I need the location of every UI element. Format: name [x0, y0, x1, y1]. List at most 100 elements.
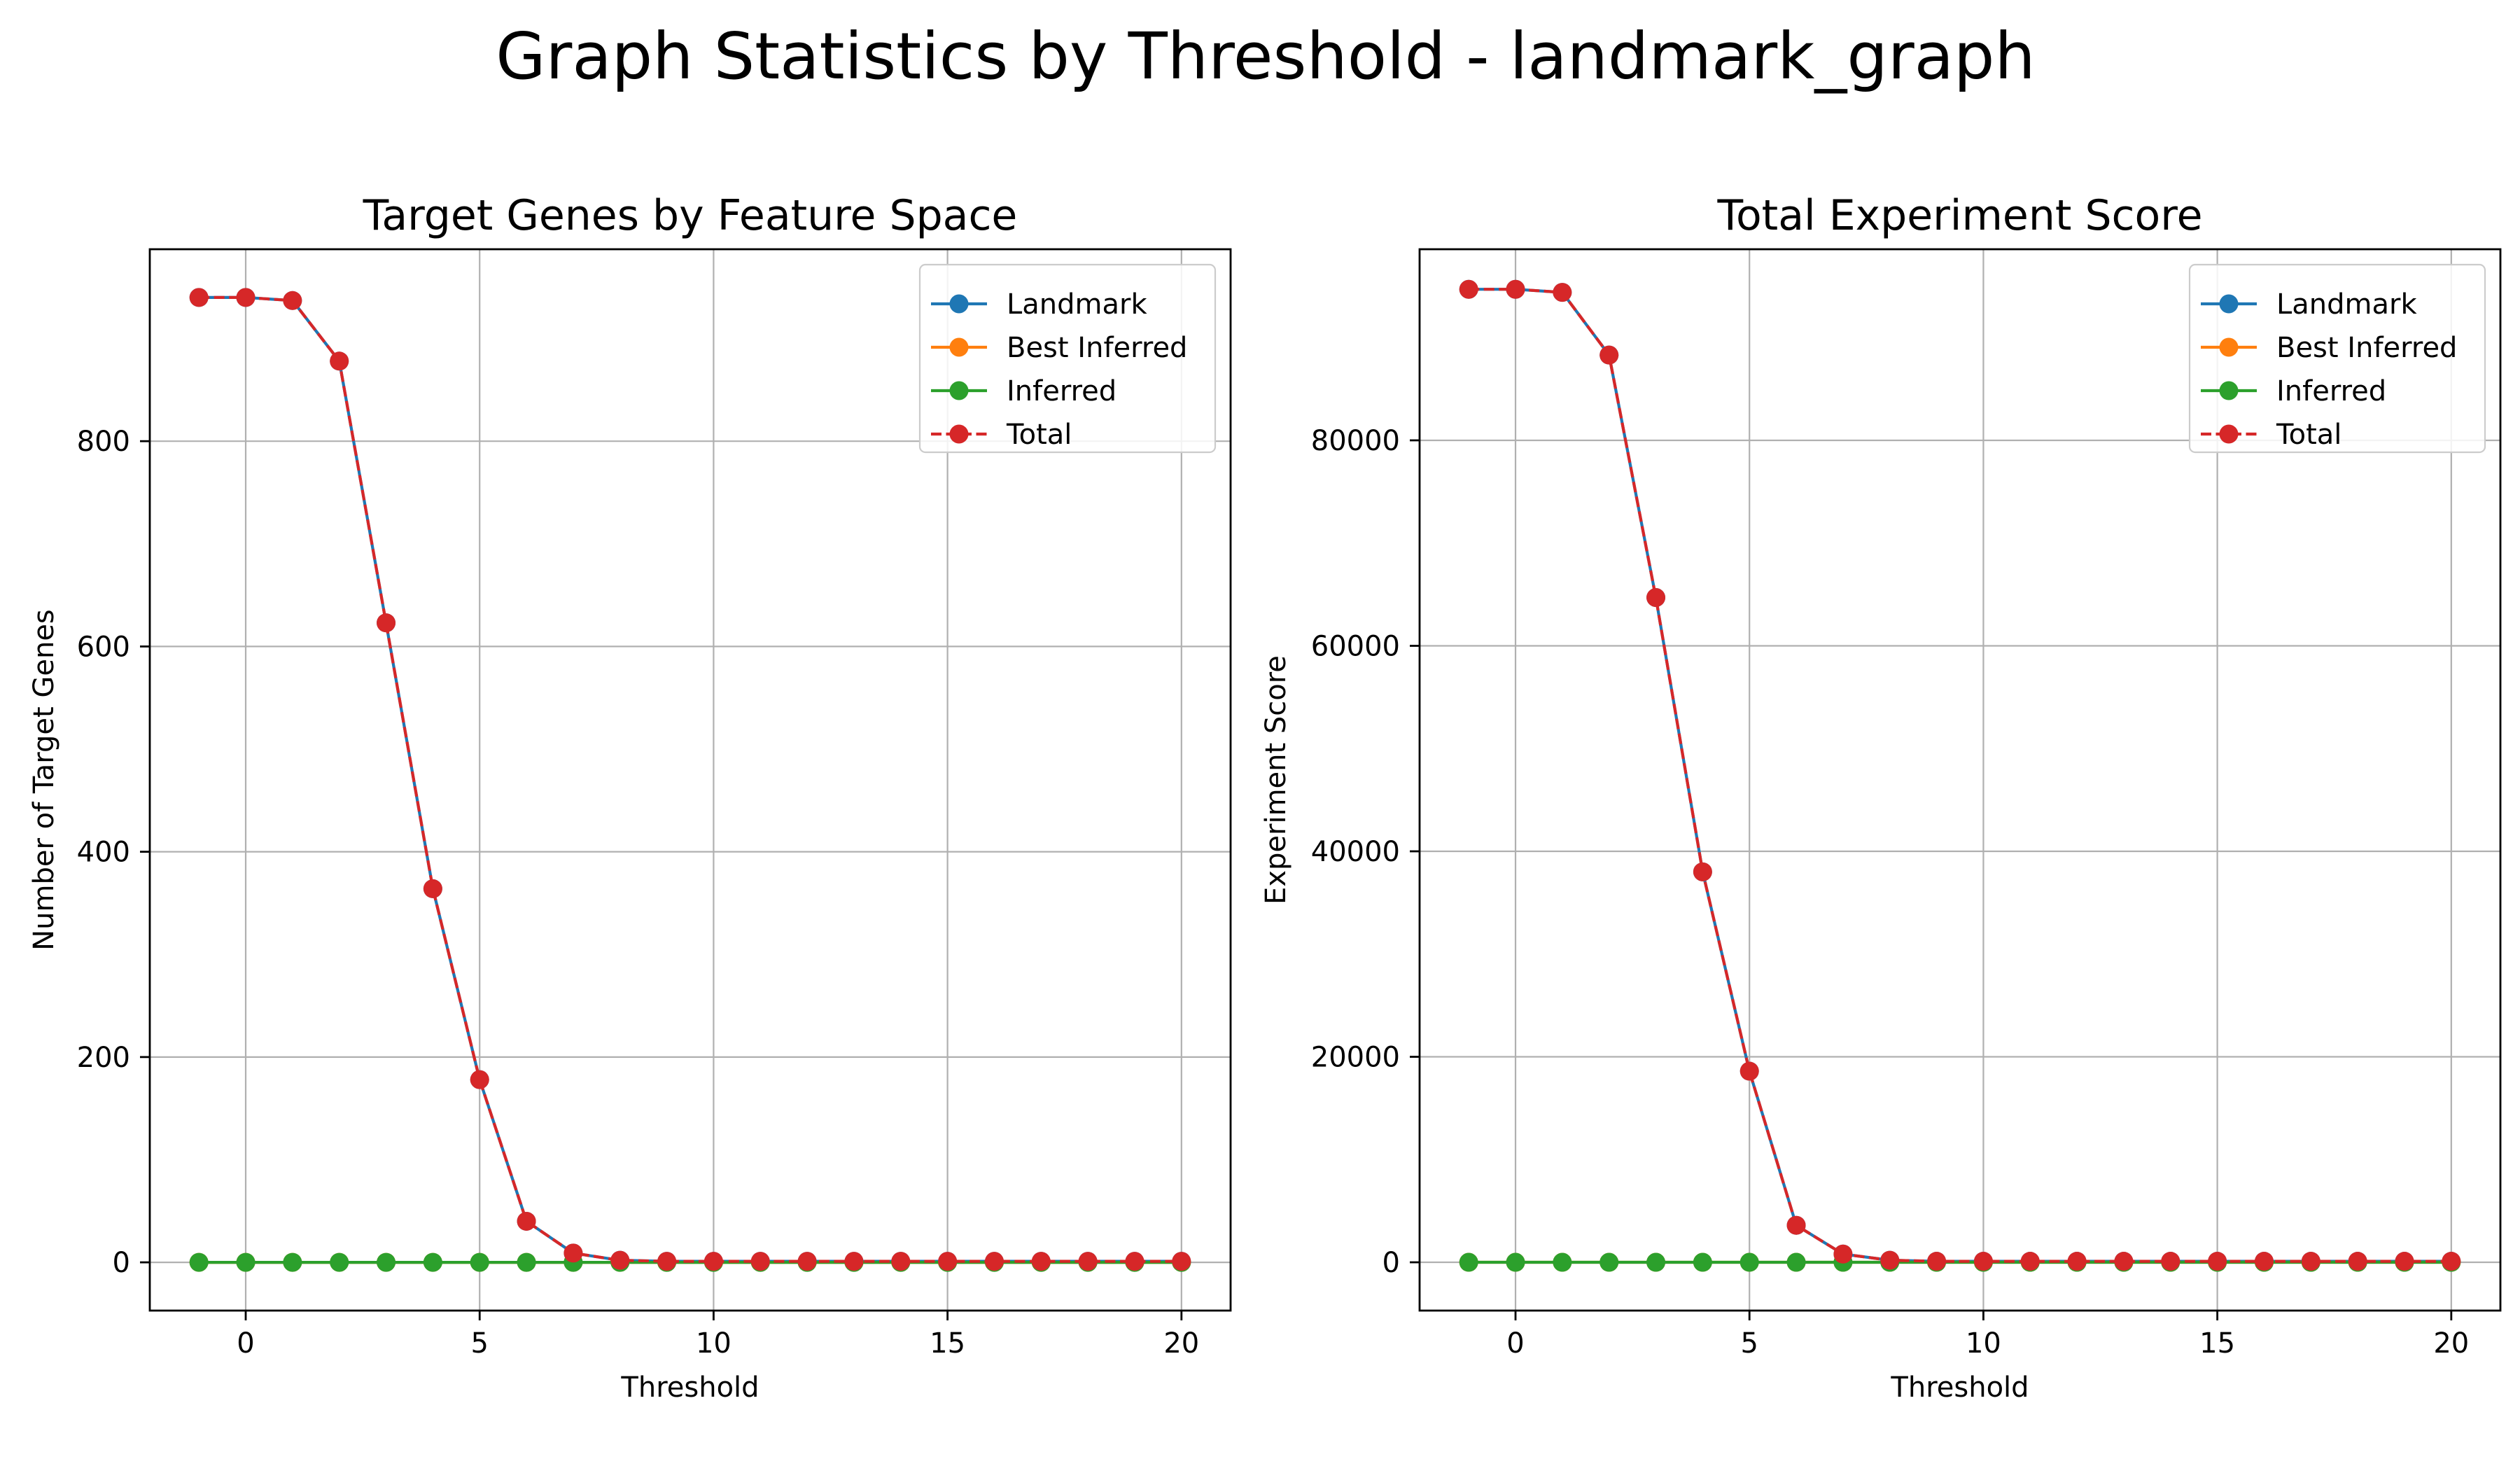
y-tick-label: 400: [77, 837, 130, 869]
data-point: [2161, 1252, 2180, 1271]
data-point: [657, 1252, 677, 1271]
data-point: [1740, 1252, 1759, 1272]
legend-entry: Total: [1006, 419, 1072, 451]
data-point: [1506, 279, 1525, 299]
data-point: [704, 1252, 723, 1271]
data-point: [1786, 1252, 1806, 1272]
data-point: [189, 1252, 209, 1272]
data-point: [2254, 1252, 2274, 1271]
data-point: [2020, 1252, 2040, 1271]
data-point: [1125, 1252, 1144, 1271]
data-point: [2395, 1252, 2414, 1271]
data-point: [1740, 1061, 1759, 1081]
legend-entry: Best Inferred: [1007, 332, 1187, 364]
data-point: [2208, 1252, 2227, 1271]
x-tick-label: 5: [470, 1327, 488, 1360]
data-point: [1833, 1244, 1853, 1264]
legend-entry: Inferred: [1007, 375, 1116, 407]
data-point: [2442, 1252, 2461, 1271]
figure-suptitle: Graph Statistics by Threshold - landmark…: [496, 19, 2035, 94]
x-axis-label: Threshold: [620, 1371, 759, 1404]
data-point: [377, 613, 396, 633]
data-point: [283, 1252, 302, 1272]
data-point: [2348, 1252, 2367, 1271]
legend: Landmark Best Inferred Inferred Total: [2188, 263, 2486, 454]
y-tick-label: 0: [1382, 1247, 1400, 1279]
x-tick-label: 15: [2199, 1327, 2235, 1360]
x-tick-label: 0: [237, 1327, 254, 1360]
data-point: [517, 1211, 536, 1231]
data-point: [1172, 1252, 1191, 1271]
data-point: [423, 879, 442, 898]
axes-frame: [148, 248, 1232, 1312]
data-point: [1880, 1250, 1900, 1270]
chart-panel-2: 0 5 10 15 20 0 20000 40000 60000 80000 Total Exper…: [1260, 191, 2502, 1404]
y-tick-label: 200: [77, 1042, 130, 1074]
data-point: [844, 1252, 864, 1271]
y-tick-label: 80000: [1311, 425, 1400, 457]
series-line: [1469, 288, 2451, 1263]
data-point: [1553, 283, 1572, 302]
y-tick-label: 60000: [1311, 630, 1400, 662]
y-tick-label: 0: [113, 1247, 130, 1279]
data-point: [1506, 1252, 1525, 1272]
data-point: [1786, 1215, 1806, 1235]
data-point: [1646, 1252, 1666, 1272]
data-point: [330, 351, 349, 371]
series-total: [1459, 279, 2461, 1271]
legend-marker: [949, 294, 969, 314]
legend-marker: [949, 424, 969, 444]
y-axis-label: Experiment Score: [1260, 655, 1292, 905]
x-tick-label: 15: [930, 1327, 965, 1360]
data-point: [2301, 1252, 2320, 1271]
data-point: [377, 1252, 396, 1272]
legend-marker: [2219, 424, 2239, 444]
legend-entry: Landmark: [1007, 288, 1147, 321]
data-point: [797, 1252, 817, 1271]
x-tick-label: 5: [1740, 1327, 1758, 1360]
data-point: [1031, 1252, 1051, 1271]
chart-title: Total Experiment Score: [1717, 191, 2203, 240]
data-point: [236, 1252, 255, 1272]
data-point: [1459, 1252, 1478, 1272]
x-axis-label: Threshold: [1890, 1371, 2029, 1404]
data-point: [517, 1252, 536, 1272]
data-point: [470, 1252, 489, 1272]
data-point: [1459, 279, 1478, 299]
data-point: [938, 1252, 958, 1271]
data-point: [330, 1252, 349, 1272]
x-tick-label: 20: [1163, 1327, 1199, 1360]
series-total: [189, 288, 1191, 1271]
data-point: [1973, 1252, 1993, 1271]
data-point: [1693, 862, 1712, 881]
y-tick-label: 600: [77, 631, 130, 663]
y-tick-label: 800: [77, 426, 130, 458]
data-point: [1693, 1252, 1712, 1272]
data-point: [423, 1252, 442, 1272]
legend-marker: [2219, 381, 2239, 400]
data-point: [891, 1252, 911, 1271]
legend-marker: [2219, 294, 2239, 314]
data-point: [2114, 1252, 2134, 1271]
x-tick-label: 10: [1966, 1327, 2001, 1360]
data-point: [610, 1250, 630, 1270]
data-point: [2067, 1252, 2087, 1271]
legend-marker: [949, 337, 969, 357]
y-tick-label: 20000: [1311, 1042, 1400, 1074]
series-line: [199, 295, 1182, 1263]
data-point: [1646, 588, 1666, 608]
data-point: [1600, 345, 1619, 365]
data-point: [1927, 1252, 1947, 1271]
data-point: [1553, 1252, 1572, 1272]
data-point: [1600, 1252, 1619, 1272]
data-point: [189, 288, 209, 307]
x-tick-label: 0: [1506, 1327, 1524, 1360]
legend: Landmark Best Inferred Inferred Total: [918, 263, 1217, 454]
legend-box: [2188, 263, 2486, 454]
data-point: [564, 1243, 583, 1263]
legend-entry: Total: [2276, 419, 2342, 451]
